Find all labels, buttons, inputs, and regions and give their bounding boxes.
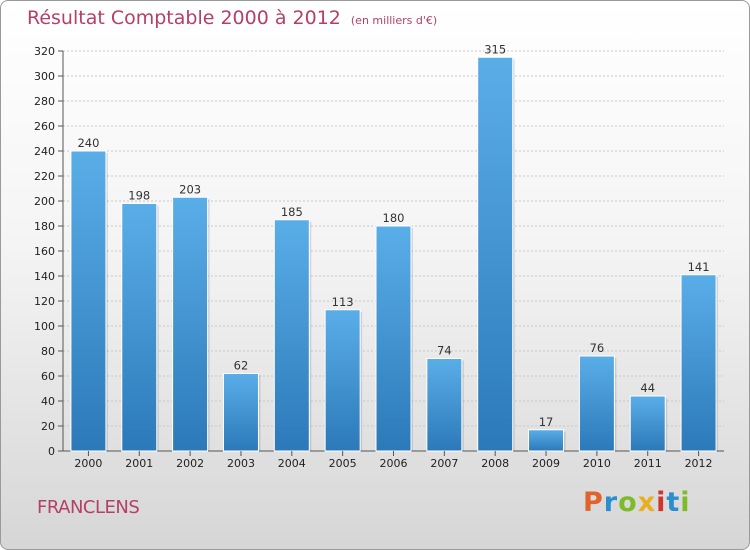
x-tick-label: 2012 — [685, 457, 713, 470]
y-tick-label: 180 — [34, 220, 55, 233]
x-tick-label: 2008 — [481, 457, 509, 470]
y-tick-label: 140 — [34, 270, 55, 283]
bar-value-label: 240 — [77, 136, 99, 150]
y-tick-label: 200 — [34, 195, 55, 208]
bar-value-label: 198 — [128, 189, 150, 203]
bar — [528, 429, 565, 452]
y-tick-label: 320 — [34, 45, 55, 58]
y-tick-label: 240 — [34, 145, 55, 158]
y-tick-label: 300 — [34, 70, 55, 83]
y-tick-label: 60 — [41, 370, 55, 383]
x-tick-label: 2002 — [176, 457, 204, 470]
y-tick-label: 260 — [34, 120, 55, 133]
x-tick-label: 2010 — [583, 457, 611, 470]
x-tick-label: 2009 — [532, 457, 560, 470]
location-label: FRANCLENS — [37, 497, 140, 518]
bar — [578, 355, 615, 452]
x-tick-label: 2011 — [634, 457, 662, 470]
bar — [70, 150, 107, 452]
bar-value-label: 74 — [437, 344, 452, 358]
bar-value-label: 76 — [590, 341, 605, 355]
brand-logo: Proxiti — [583, 487, 691, 518]
x-tick-label: 2001 — [125, 457, 153, 470]
bar-value-label: 44 — [640, 381, 655, 395]
bar — [172, 196, 209, 452]
bar — [375, 225, 412, 452]
x-tick-label: 2003 — [227, 457, 255, 470]
y-tick-label: 120 — [34, 295, 55, 308]
y-tick-label: 80 — [41, 345, 55, 358]
bar-value-label: 185 — [281, 205, 303, 219]
bar-value-label: 17 — [539, 415, 554, 429]
x-tick-label: 2007 — [430, 457, 458, 470]
x-tick-label: 2000 — [74, 457, 102, 470]
brand-letter: i — [680, 487, 691, 518]
bar — [477, 56, 514, 452]
bar — [324, 309, 361, 452]
bar-value-label: 62 — [234, 359, 249, 373]
bar — [273, 219, 310, 452]
y-tick-label: 280 — [34, 95, 55, 108]
bar-value-label: 180 — [383, 211, 405, 225]
y-tick-label: 100 — [34, 320, 55, 333]
bar — [222, 373, 259, 452]
y-tick-label: 0 — [48, 445, 55, 458]
bar-value-label: 203 — [179, 182, 201, 196]
bar — [629, 395, 666, 452]
chart-subtitle: (en milliers d'€) — [350, 14, 438, 27]
x-tick-label: 2006 — [380, 457, 408, 470]
x-tick-label: 2004 — [278, 457, 306, 470]
brand-letter: r — [603, 487, 619, 518]
brand-letter: o — [618, 487, 638, 518]
y-tick-label: 160 — [34, 245, 55, 258]
chart-title: Résultat Comptable 2000 à 2012 — [27, 7, 341, 29]
chart-title-block: Résultat Comptable 2000 à 2012 (en millie… — [27, 7, 437, 29]
y-tick-label: 20 — [41, 420, 55, 433]
brand-letter: t — [666, 487, 681, 518]
bar — [680, 274, 717, 452]
y-tick-label: 220 — [34, 170, 55, 183]
bar-value-label: 141 — [688, 260, 710, 274]
bar-value-label: 315 — [484, 42, 506, 56]
brand-letter: i — [656, 487, 667, 518]
bar — [121, 203, 158, 452]
brand-letter: P — [583, 487, 604, 518]
bar — [426, 358, 463, 452]
brand-letter: x — [637, 487, 657, 518]
x-tick-label: 2005 — [329, 457, 357, 470]
bar-value-label: 113 — [332, 295, 354, 309]
y-tick-label: 40 — [41, 395, 55, 408]
